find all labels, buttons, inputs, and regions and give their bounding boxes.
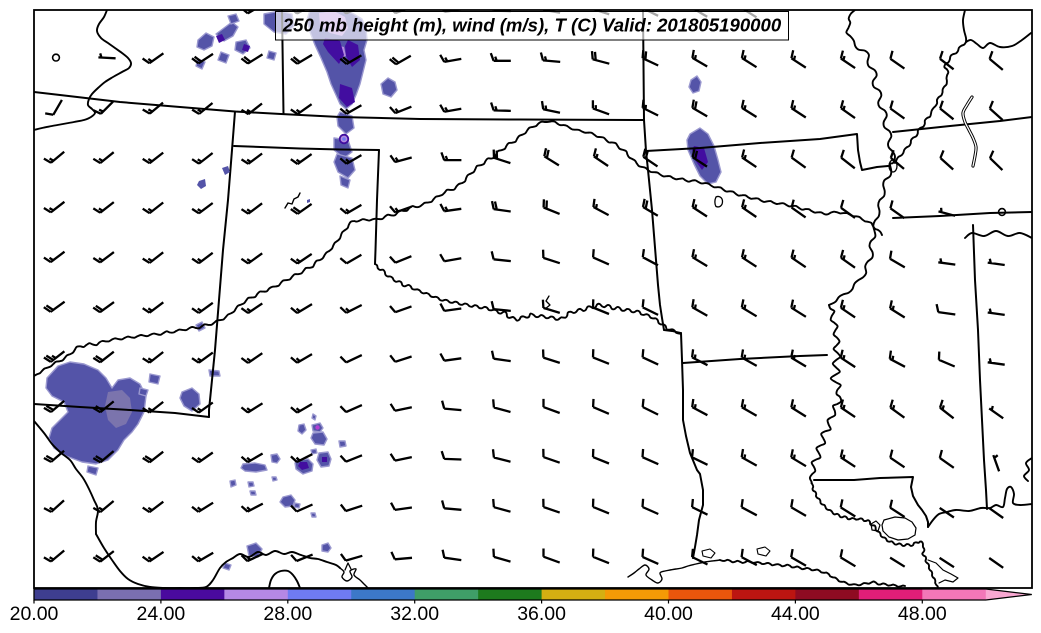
svg-text:48.00: 48.00 [898,603,947,625]
svg-text:40.00: 40.00 [644,603,693,625]
svg-text:32.00: 32.00 [390,603,439,625]
svg-text:24.00: 24.00 [136,603,185,625]
svg-text:36.00: 36.00 [517,603,566,625]
svg-text:20.00: 20.00 [10,603,59,625]
svg-text:28.00: 28.00 [263,603,312,625]
svg-text:250 mb height (m), wind (m/s),: 250 mb height (m), wind (m/s), T (C) Val… [282,15,782,36]
svg-text:44.00: 44.00 [771,603,820,625]
